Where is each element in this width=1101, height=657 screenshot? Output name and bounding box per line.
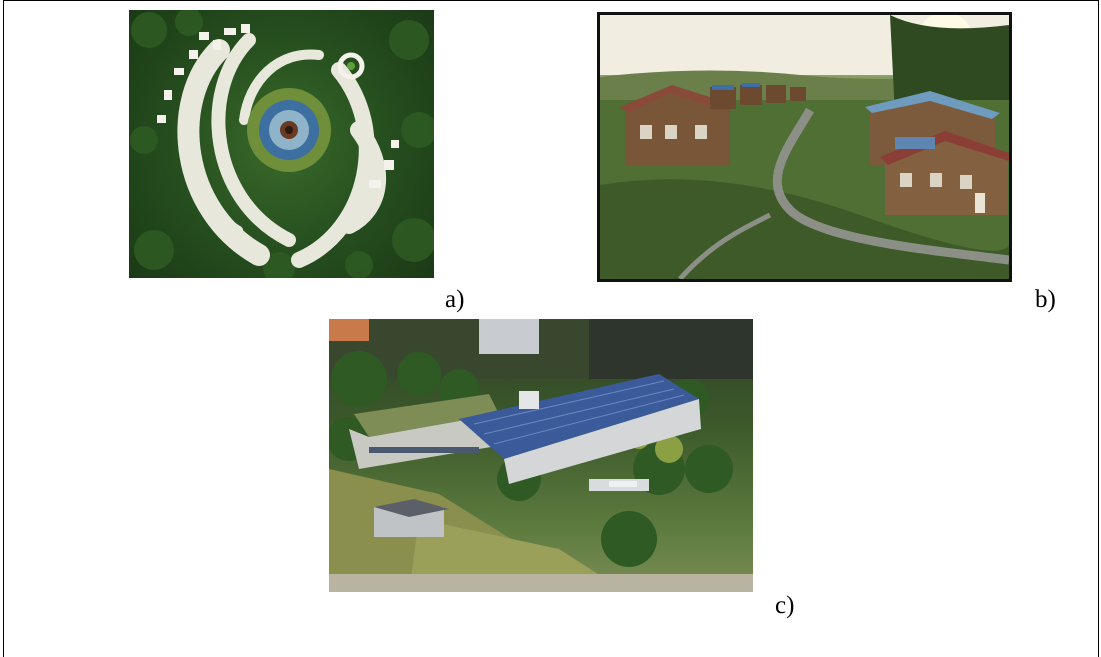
figure-frame [3,0,1099,657]
eco-city-master-plan-image [129,10,434,278]
green-roof-drawing [329,319,753,592]
caption-c: c) [775,592,795,619]
master-plan-drawing [130,10,434,278]
caption-b: b) [1035,286,1056,313]
eco-village-drawing [600,15,1009,279]
caption-a: a) [445,286,465,313]
eco-village-photo [597,12,1012,282]
green-roof-building-aerial-photo [329,319,753,592]
